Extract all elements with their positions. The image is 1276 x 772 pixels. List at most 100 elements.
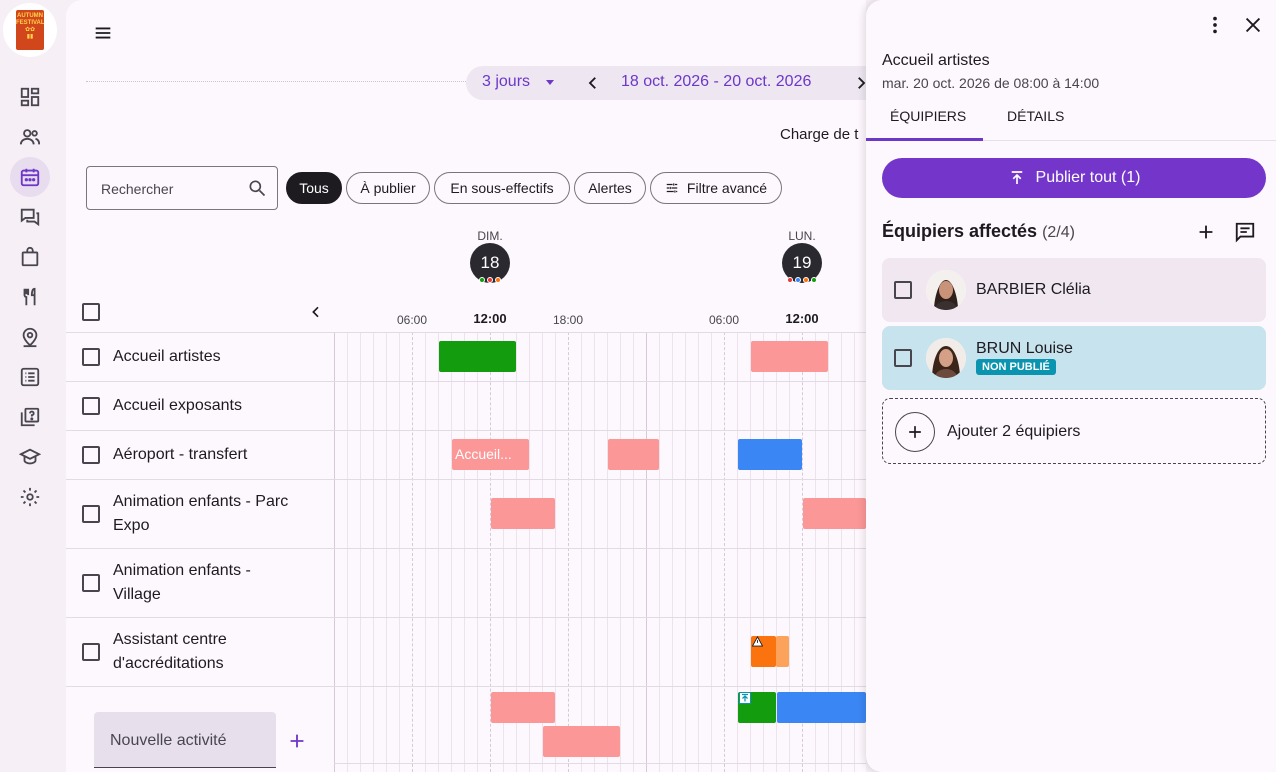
chevron-left-icon[interactable] <box>584 74 602 92</box>
row-checkbox[interactable] <box>82 505 100 523</box>
activity-row[interactable]: Animation enfants - Village <box>66 549 334 617</box>
shift-block[interactable] <box>439 341 516 372</box>
forum-icon <box>20 208 40 227</box>
nav-catering[interactable] <box>10 277 50 317</box>
new-activity-placeholder: Nouvelle activité <box>110 732 227 749</box>
add-staff-label: Ajouter 2 équipiers <box>947 423 1081 440</box>
search-icon[interactable] <box>247 178 267 198</box>
time-tick: 06:00 <box>708 313 740 327</box>
add-staff-button[interactable]: Ajouter 2 équipiers <box>882 398 1266 464</box>
shift-block[interactable] <box>777 692 866 723</box>
chevron-left-icon[interactable] <box>308 304 324 320</box>
close-icon[interactable] <box>1242 14 1264 36</box>
header-divider <box>86 81 466 82</box>
chevron-right-icon[interactable] <box>852 74 866 92</box>
staff-checkbox[interactable] <box>894 349 912 367</box>
shift-detail-panel: Accueil artistes mar. 20 oct. 2026 de 08… <box>866 0 1276 772</box>
activity-name: Animation enfants - Village <box>113 562 251 603</box>
period-mode-select[interactable]: 3 jours <box>482 73 531 90</box>
people-icon <box>19 129 41 145</box>
calendar-icon <box>20 168 40 187</box>
activity-name: Accueil exposants <box>113 397 242 414</box>
nav-settings[interactable] <box>10 477 50 517</box>
avatar <box>926 270 966 310</box>
staff-checkbox[interactable] <box>894 281 912 299</box>
date-range[interactable]: 18 oct. 2026 - 20 oct. 2026 <box>621 73 812 90</box>
time-tick: 12:00 <box>473 311 507 326</box>
search-input[interactable]: Rechercher <box>86 166 278 210</box>
nav-users[interactable] <box>10 117 50 157</box>
shift-block[interactable] <box>738 439 802 470</box>
activity-name: Aéroport - transfert <box>113 446 248 463</box>
row-checkbox[interactable] <box>82 397 100 415</box>
message-icon[interactable] <box>1234 221 1256 243</box>
chevron-down-icon[interactable] <box>546 80 554 85</box>
staff-row[interactable]: BARBIER Clélia <box>882 258 1266 322</box>
shift-block[interactable] <box>491 692 555 723</box>
shift-block[interactable] <box>543 726 620 757</box>
person-photo <box>926 270 966 310</box>
nav-lists[interactable] <box>10 357 50 397</box>
day-status-dots <box>772 277 832 283</box>
activity-row[interactable]: Assistant centre d'accréditations <box>66 618 334 686</box>
time-tick: 06:00 <box>396 313 428 327</box>
nav-planning[interactable] <box>10 157 50 197</box>
filter-chip-all[interactable]: Tous <box>286 172 342 204</box>
new-activity-field[interactable]: Nouvelle activité <box>94 712 276 768</box>
nav-training[interactable] <box>10 437 50 477</box>
day-name: DIM. <box>477 229 503 243</box>
time-tick: 12:00 <box>785 311 819 326</box>
avatar <box>926 338 966 378</box>
select-all-checkbox[interactable] <box>82 303 100 321</box>
filter-chip-understaffed[interactable]: En sous-effectifs <box>434 172 570 204</box>
publish-all-button[interactable]: Publier tout (1) <box>882 158 1266 198</box>
activity-row[interactable]: Accueil exposants <box>66 382 334 430</box>
staff-row[interactable]: BRUN Louise NON PUBLIÉ <box>882 326 1266 390</box>
publish-icon <box>1011 171 1022 184</box>
app-logo[interactable]: AUTUMN FESTIVAL ✿✿ ▮▮ <box>3 3 57 57</box>
row-checkbox[interactable] <box>82 643 100 661</box>
nav-faq[interactable] <box>10 397 50 437</box>
shopping-bag-icon <box>21 246 39 267</box>
filter-chip-to-publish[interactable]: À publier <box>346 172 430 204</box>
activity-name: Assistant centre d'accréditations <box>113 631 227 672</box>
activity-row[interactable]: Animation enfants - Parc Expo <box>66 480 334 548</box>
row-checkbox[interactable] <box>82 574 100 592</box>
tab-equipiers[interactable]: ÉQUIPIERS <box>890 108 967 124</box>
nav-locations[interactable] <box>10 317 50 357</box>
shift-block[interactable] <box>608 439 659 470</box>
activity-row[interactable]: Aéroport - transfert <box>66 431 334 479</box>
dashboard-icon <box>20 87 40 107</box>
shift-block[interactable] <box>491 498 555 529</box>
shift-block-alert[interactable] <box>751 636 776 667</box>
day-header-19[interactable]: LUN. 19 <box>772 229 832 283</box>
tab-indicator <box>866 138 983 141</box>
panel-subtitle: mar. 20 oct. 2026 de 08:00 à 14:00 <box>882 75 1100 91</box>
nav-dashboard[interactable] <box>10 77 50 117</box>
filter-chip-advanced[interactable]: Filtre avancé <box>650 172 782 204</box>
add-icon[interactable] <box>1195 221 1217 243</box>
tabs-divider <box>866 140 1276 141</box>
workload-toggle-label[interactable]: Charge de t <box>780 126 859 143</box>
shift-block[interactable] <box>803 498 866 529</box>
search-placeholder: Rechercher <box>101 181 174 197</box>
shift-block[interactable]: Accueil... <box>452 439 529 470</box>
nav-messages[interactable] <box>10 197 50 237</box>
activity-row[interactable]: Accueil artistes <box>66 333 334 381</box>
tab-details[interactable]: DÉTAILS <box>1007 108 1065 124</box>
shift-block[interactable] <box>751 341 828 372</box>
quiz-icon <box>20 407 40 427</box>
row-checkbox[interactable] <box>82 446 100 464</box>
filter-chip-alerts[interactable]: Alertes <box>574 172 646 204</box>
shift-block[interactable] <box>776 636 789 667</box>
nav-shop[interactable] <box>10 237 50 277</box>
row-checkbox[interactable] <box>82 348 100 366</box>
school-icon <box>19 448 41 465</box>
tune-icon <box>666 183 678 193</box>
day-header-18[interactable]: DIM. 18 <box>460 229 520 283</box>
menu-icon[interactable] <box>92 22 114 44</box>
add-icon[interactable] <box>286 730 308 752</box>
shift-block-unpublished[interactable] <box>738 692 776 723</box>
restaurant-icon <box>23 287 36 306</box>
more-vert-icon[interactable] <box>1204 14 1226 36</box>
